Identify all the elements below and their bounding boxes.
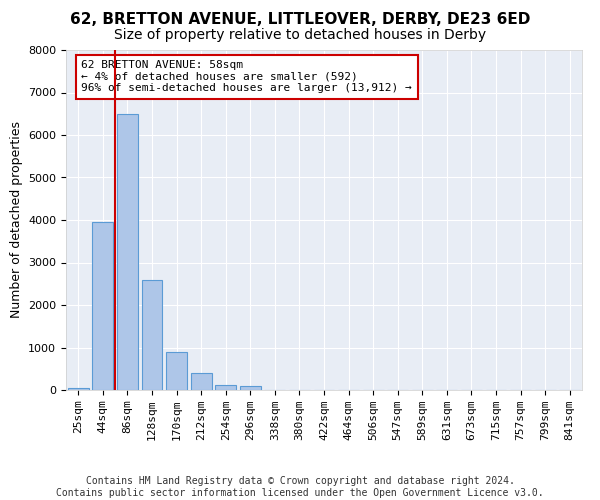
Text: 62 BRETTON AVENUE: 58sqm
← 4% of detached houses are smaller (592)
96% of semi-d: 62 BRETTON AVENUE: 58sqm ← 4% of detache… bbox=[82, 60, 412, 94]
Y-axis label: Number of detached properties: Number of detached properties bbox=[10, 122, 23, 318]
Bar bbox=[215, 385, 236, 390]
Text: Contains HM Land Registry data © Crown copyright and database right 2024.
Contai: Contains HM Land Registry data © Crown c… bbox=[56, 476, 544, 498]
Bar bbox=[166, 352, 187, 390]
Bar bbox=[92, 222, 113, 390]
Bar bbox=[142, 280, 163, 390]
Bar bbox=[240, 386, 261, 390]
Bar bbox=[191, 373, 212, 390]
Bar bbox=[68, 388, 89, 390]
Bar bbox=[117, 114, 138, 390]
Text: 62, BRETTON AVENUE, LITTLEOVER, DERBY, DE23 6ED: 62, BRETTON AVENUE, LITTLEOVER, DERBY, D… bbox=[70, 12, 530, 28]
Text: Size of property relative to detached houses in Derby: Size of property relative to detached ho… bbox=[114, 28, 486, 42]
